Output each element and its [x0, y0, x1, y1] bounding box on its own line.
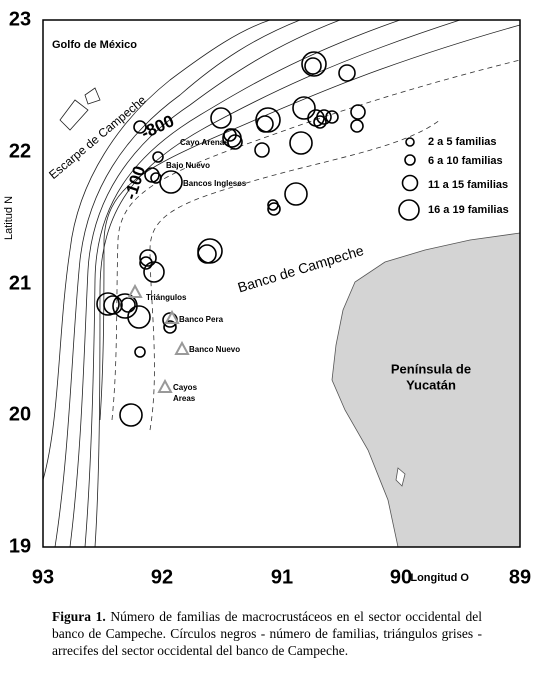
site-circle: [197, 244, 217, 264]
lon-tick-label: 90: [390, 566, 412, 588]
site-circle: [267, 202, 281, 216]
island: [395, 467, 406, 487]
site-circle: [134, 346, 146, 358]
caption-text: Número de familias de macrocrustáceos en…: [52, 609, 482, 658]
caption-label: Figura 1.: [52, 609, 106, 624]
site-circle: [254, 142, 270, 158]
site-circle: [227, 134, 243, 150]
lon-tick-label: 91: [271, 566, 293, 588]
site-circle: [143, 261, 165, 283]
site-circle: [255, 107, 281, 133]
sites: [96, 51, 366, 427]
site-circle: [350, 119, 364, 133]
site-circle: [256, 115, 274, 133]
site-circle: [120, 297, 136, 313]
site-circle: [223, 128, 237, 142]
lon-tick-label: 92: [151, 566, 173, 588]
site-circle: [152, 151, 164, 163]
site-circle: [127, 305, 151, 329]
lon-tick-label: 93: [32, 566, 54, 588]
site-circle: [119, 403, 143, 427]
lon-tick-label: 89: [509, 566, 531, 588]
reef-label: Areas: [173, 394, 196, 403]
peninsula-label: Península de: [391, 361, 471, 376]
legend-label: 2 a 5 familias: [428, 136, 497, 148]
site-circle: [133, 120, 147, 134]
bank-label: Banco de Campeche: [236, 242, 366, 296]
contour-label: -800: [138, 111, 177, 143]
legend-symbols: [398, 137, 420, 221]
contour-label: -100: [121, 164, 150, 202]
reef-label: Cayos: [173, 383, 198, 392]
site-circle: [350, 104, 366, 120]
legend-label: 11 a 15 familias: [428, 179, 508, 191]
y-axis-label: Latitud N: [3, 196, 15, 240]
site-circle: [325, 110, 339, 124]
frame: [42, 19, 521, 548]
site-circle: [301, 51, 327, 77]
site-circle: [159, 170, 183, 194]
site-circle: [163, 320, 177, 334]
legend-label: 16 a 19 familias: [428, 204, 509, 216]
legend-label: 6 a 10 familias: [428, 155, 503, 167]
site-circle: [284, 182, 308, 206]
site-circle: [292, 96, 316, 120]
site-circle: [210, 107, 232, 129]
caption: Figura 1. Número de familias de macrocru…: [52, 608, 482, 659]
reef-label: Cayo Arenas: [180, 138, 229, 147]
lat-tick-label: 20: [9, 403, 31, 425]
site-circle: [304, 57, 322, 75]
site-circle: [103, 295, 123, 315]
lat-tick-label: 19: [9, 535, 31, 557]
site-circle: [289, 131, 313, 155]
site-circle: [139, 249, 157, 267]
reef-label: Banco Pera: [179, 315, 224, 324]
lat-tick-label: 21: [9, 272, 31, 294]
reef-label: Triángulos: [146, 293, 187, 302]
peninsula-label: Yucatán: [406, 377, 456, 392]
x-axis-label: Longitud O: [410, 572, 469, 584]
lat-tick-label: 22: [9, 140, 31, 162]
reef-markers: [127, 283, 190, 393]
reef-label: Banco Nuevo: [189, 345, 240, 354]
site-circle: [313, 115, 327, 129]
site-circle: [316, 109, 332, 125]
site-circle: [338, 64, 356, 82]
site-circle: [197, 238, 223, 264]
reef-label: Bajo Nuevo: [166, 161, 210, 170]
land: [331, 232, 521, 548]
map-title: Golfo de México: [52, 39, 137, 51]
lat-tick-label: 23: [9, 8, 31, 30]
reef-label: Bancos Ingleses: [183, 179, 247, 188]
site-circle: [96, 292, 120, 316]
map: 23 22 21 20 19 93 92 91 90 89 Longitud O…: [3, 8, 531, 588]
